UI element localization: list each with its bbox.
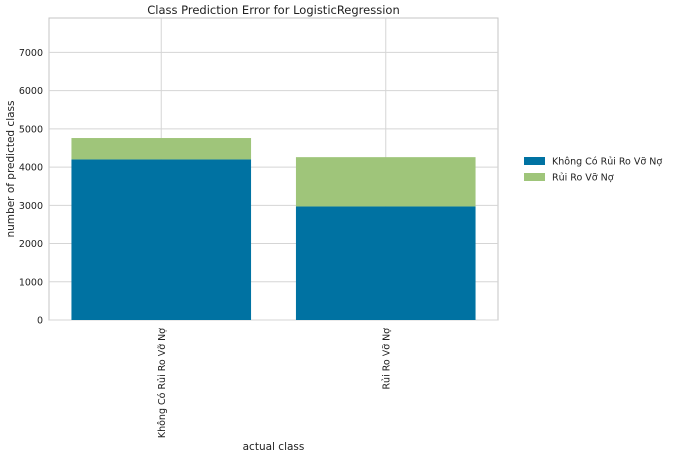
y-tick-label: 1000 [19,277,43,288]
bar-series-2 [295,157,476,207]
chart-title: Class Prediction Error for LogisticRegre… [147,3,400,17]
y-axis-label: number of predicted class [5,101,17,238]
legend-swatch [524,173,545,181]
y-tick-label: 4000 [19,163,43,174]
x-tick-label: Không Có Rủi Ro Vỡ Nợ [157,328,168,438]
x-tick-label: Rủi Ro Vỡ Nợ [381,328,392,390]
y-tick-label: 6000 [19,86,43,97]
x-axis-label: actual class [243,441,305,453]
y-tick-label: 7000 [19,48,43,59]
legend-label: Không Có Rủi Ro Vỡ Nợ [552,157,662,168]
legend-label: Rủi Ro Vỡ Nợ [552,173,614,184]
y-tick-label: 0 [37,316,43,327]
y-tick-labels: 0 1000 2000 3000 4000 5000 6000 7000 [19,48,43,327]
legend: Không Có Rủi Ro Vỡ Nợ Rủi Ro Vỡ Nợ [524,157,662,184]
y-tick-label: 3000 [19,201,43,212]
legend-swatch [524,157,545,165]
x-tick-labels: Không Có Rủi Ro Vỡ Nợ Rủi Ro Vỡ Nợ [157,328,393,438]
y-tick-label: 5000 [19,124,43,135]
bars [71,138,476,320]
bar-series-1 [71,159,252,320]
bar-series-2 [71,138,252,160]
y-tick-label: 2000 [19,239,43,250]
bar-series-1 [295,206,476,320]
